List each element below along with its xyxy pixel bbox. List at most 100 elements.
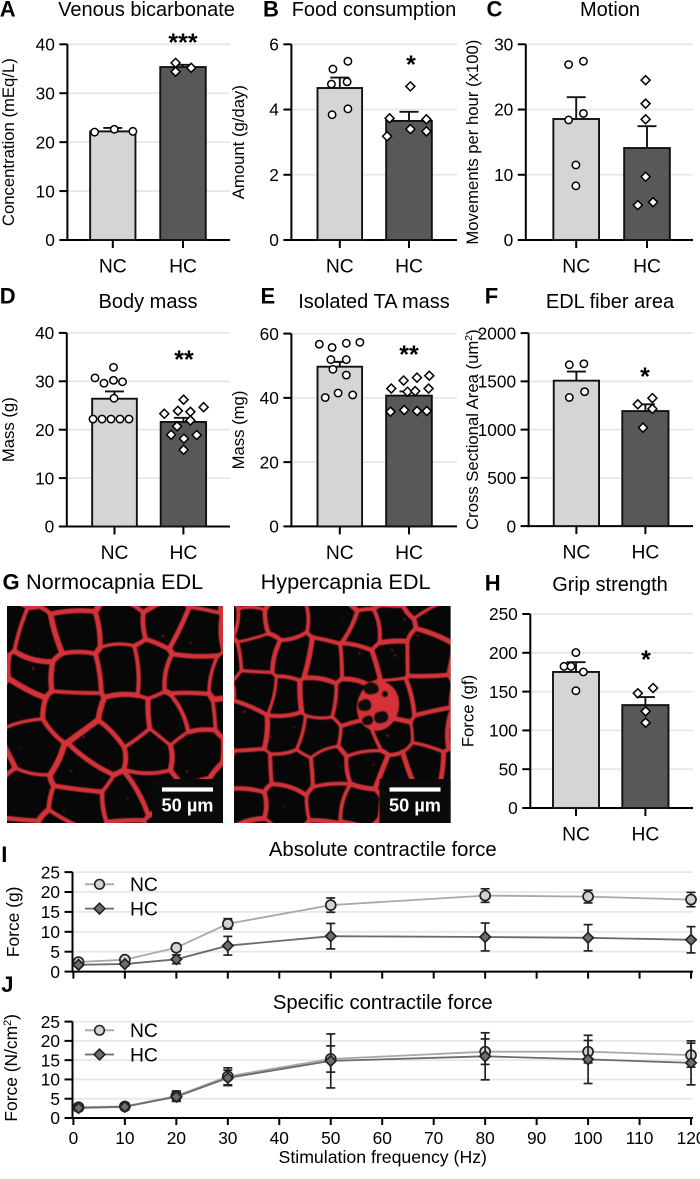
svg-text:50: 50	[499, 759, 518, 779]
svg-text:EDL fiber area: EDL fiber area	[546, 291, 675, 313]
svg-text:Mass (g): Mass (g)	[0, 397, 18, 462]
svg-text:HC: HC	[169, 257, 197, 278]
svg-text:120: 120	[677, 1128, 700, 1148]
svg-text:40: 40	[260, 388, 279, 408]
svg-text:100: 100	[489, 721, 518, 741]
svg-text:0: 0	[508, 798, 518, 818]
svg-text:Body mass: Body mass	[99, 291, 198, 313]
svg-text:Stimulation frequency (Hz): Stimulation frequency (Hz)	[279, 1147, 487, 1167]
svg-text:2: 2	[269, 165, 279, 185]
svg-text:90: 90	[527, 1128, 546, 1148]
svg-text:0: 0	[50, 1108, 60, 1128]
svg-text:Force (gf): Force (gf)	[459, 675, 478, 747]
svg-text:**: **	[174, 346, 194, 374]
svg-text:40: 40	[270, 1128, 289, 1148]
svg-text:HC: HC	[395, 257, 423, 278]
svg-text:*: *	[406, 51, 416, 79]
svg-text:Motion: Motion	[580, 0, 640, 21]
svg-text:Cross Sectional Area (um2): Cross Sectional Area (um2)	[463, 329, 482, 530]
svg-text:40: 40	[36, 35, 55, 55]
svg-text:0: 0	[50, 962, 60, 982]
svg-text:60: 60	[260, 324, 279, 344]
svg-text:10: 10	[35, 468, 54, 488]
svg-text:20: 20	[36, 132, 55, 152]
svg-text:250: 250	[489, 604, 518, 624]
svg-text:NC: NC	[326, 543, 354, 564]
svg-text:50 µm: 50 µm	[389, 796, 441, 816]
svg-text:*: *	[641, 646, 651, 674]
svg-text:30: 30	[36, 83, 55, 103]
svg-text:**: **	[399, 341, 419, 369]
svg-text:HC: HC	[169, 543, 197, 564]
svg-text:NC: NC	[101, 543, 129, 564]
svg-text:2000: 2000	[478, 323, 516, 343]
svg-text:50 µm: 50 µm	[162, 796, 214, 816]
svg-text:500: 500	[487, 468, 516, 488]
svg-text:Venous bicarbonate: Venous bicarbonate	[58, 0, 235, 21]
svg-text:0: 0	[45, 230, 55, 250]
svg-text:25: 25	[41, 1012, 60, 1032]
svg-text:0: 0	[69, 1128, 79, 1148]
svg-text:0: 0	[269, 517, 279, 537]
svg-text:20: 20	[41, 882, 60, 902]
svg-text:0: 0	[45, 517, 55, 537]
svg-text:20: 20	[260, 452, 279, 472]
svg-text:20: 20	[35, 420, 54, 440]
svg-text:HC: HC	[130, 1045, 158, 1066]
svg-text:Absolute contractile force: Absolute contractile force	[269, 839, 497, 861]
svg-text:Concentration (mEq/L): Concentration (mEq/L)	[0, 58, 18, 226]
svg-text:HC: HC	[633, 257, 661, 278]
svg-text:5: 5	[50, 942, 60, 962]
svg-text:Normocapnia EDL: Normocapnia EDL	[26, 569, 203, 594]
svg-text:D: D	[0, 283, 16, 308]
svg-text:HC: HC	[631, 825, 659, 846]
svg-text:100: 100	[574, 1128, 603, 1148]
svg-text:NC: NC	[562, 257, 590, 278]
svg-text:H: H	[485, 571, 501, 596]
svg-text:Specific contractile force: Specific contractile force	[273, 992, 493, 1014]
svg-text:10: 10	[41, 922, 60, 942]
svg-text:F: F	[485, 284, 498, 309]
svg-text:60: 60	[373, 1128, 392, 1148]
svg-text:15: 15	[41, 1050, 60, 1070]
svg-text:10: 10	[115, 1128, 134, 1148]
svg-text:4: 4	[269, 100, 279, 120]
svg-text:G: G	[3, 569, 20, 594]
svg-text:30: 30	[35, 372, 54, 392]
svg-text:NC: NC	[99, 257, 127, 278]
svg-text:70: 70	[424, 1128, 443, 1148]
svg-text:110: 110	[626, 1128, 654, 1148]
svg-text:200: 200	[489, 643, 518, 663]
svg-text:Force (g): Force (g)	[3, 887, 23, 958]
svg-text:25: 25	[41, 862, 60, 882]
svg-text:80: 80	[476, 1128, 495, 1148]
svg-text:Amount (g/day): Amount (g/day)	[229, 85, 248, 199]
svg-text:30: 30	[218, 1128, 237, 1148]
svg-text:NC: NC	[130, 875, 158, 896]
svg-text:50: 50	[321, 1128, 340, 1148]
svg-text:20: 20	[41, 1031, 60, 1051]
svg-text:10: 10	[41, 1070, 60, 1090]
svg-text:***: ***	[168, 29, 197, 57]
svg-text:5: 5	[50, 1089, 60, 1109]
svg-text:40: 40	[35, 323, 54, 343]
svg-text:Hypercapnia EDL: Hypercapnia EDL	[261, 569, 431, 594]
svg-text:Force (N/cm2): Force (N/cm2)	[1, 1014, 21, 1122]
svg-text:HC: HC	[395, 543, 423, 564]
svg-text:10: 10	[494, 165, 513, 185]
svg-text:30: 30	[494, 35, 513, 55]
svg-text:NC: NC	[326, 257, 354, 278]
svg-text:0: 0	[506, 516, 516, 536]
svg-text:E: E	[261, 283, 276, 308]
svg-text:J: J	[1, 972, 13, 997]
svg-text:0: 0	[504, 230, 514, 250]
svg-text:NC: NC	[130, 1021, 158, 1042]
svg-text:I: I	[1, 842, 7, 867]
svg-text:6: 6	[269, 35, 279, 55]
svg-text:NC: NC	[562, 543, 590, 564]
svg-text:B: B	[263, 0, 279, 22]
svg-text:150: 150	[489, 682, 518, 702]
svg-text:15: 15	[41, 902, 60, 922]
svg-text:HC: HC	[130, 899, 158, 920]
svg-text:NC: NC	[562, 825, 590, 846]
